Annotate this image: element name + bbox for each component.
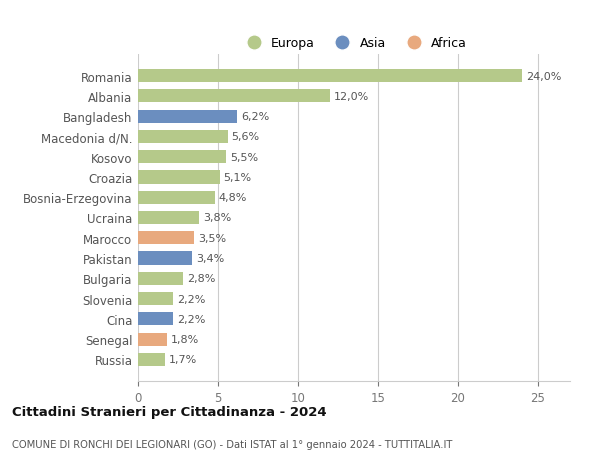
Bar (138, 130, 227, 144)
Text: 2,8%: 2,8% (187, 274, 215, 284)
Bar (138, 70, 522, 83)
Text: Cittadini Stranieri per Cittadinanza - 2024: Cittadini Stranieri per Cittadinanza - 2… (12, 405, 326, 419)
Text: 3,8%: 3,8% (203, 213, 231, 223)
Bar (138, 333, 167, 346)
Bar (138, 90, 330, 103)
Text: 5,1%: 5,1% (224, 173, 252, 183)
Text: COMUNE DI RONCHI DEI LEGIONARI (GO) - Dati ISTAT al 1° gennaio 2024 - TUTTITALIA: COMUNE DI RONCHI DEI LEGIONARI (GO) - Da… (12, 440, 452, 449)
Text: 3,4%: 3,4% (196, 253, 224, 263)
Bar (138, 252, 193, 265)
Bar (138, 171, 220, 184)
Text: 4,8%: 4,8% (219, 193, 247, 203)
Bar (138, 110, 237, 123)
Text: 5,6%: 5,6% (232, 132, 260, 142)
Text: 2,2%: 2,2% (177, 294, 206, 304)
Text: 12,0%: 12,0% (334, 92, 369, 102)
Bar (138, 212, 199, 224)
Bar (138, 151, 226, 164)
Bar (138, 272, 183, 285)
Text: 2,2%: 2,2% (177, 314, 206, 324)
Bar (138, 292, 173, 306)
Legend: Europa, Asia, Africa: Europa, Asia, Africa (236, 32, 472, 55)
Text: 1,8%: 1,8% (171, 334, 199, 344)
Text: 24,0%: 24,0% (526, 72, 562, 81)
Bar (138, 191, 215, 204)
Bar (138, 353, 165, 366)
Text: 1,7%: 1,7% (169, 355, 197, 364)
Text: 3,5%: 3,5% (198, 233, 226, 243)
Text: 5,5%: 5,5% (230, 152, 258, 162)
Text: 6,2%: 6,2% (241, 112, 269, 122)
Bar (138, 232, 194, 245)
Bar (138, 313, 173, 326)
